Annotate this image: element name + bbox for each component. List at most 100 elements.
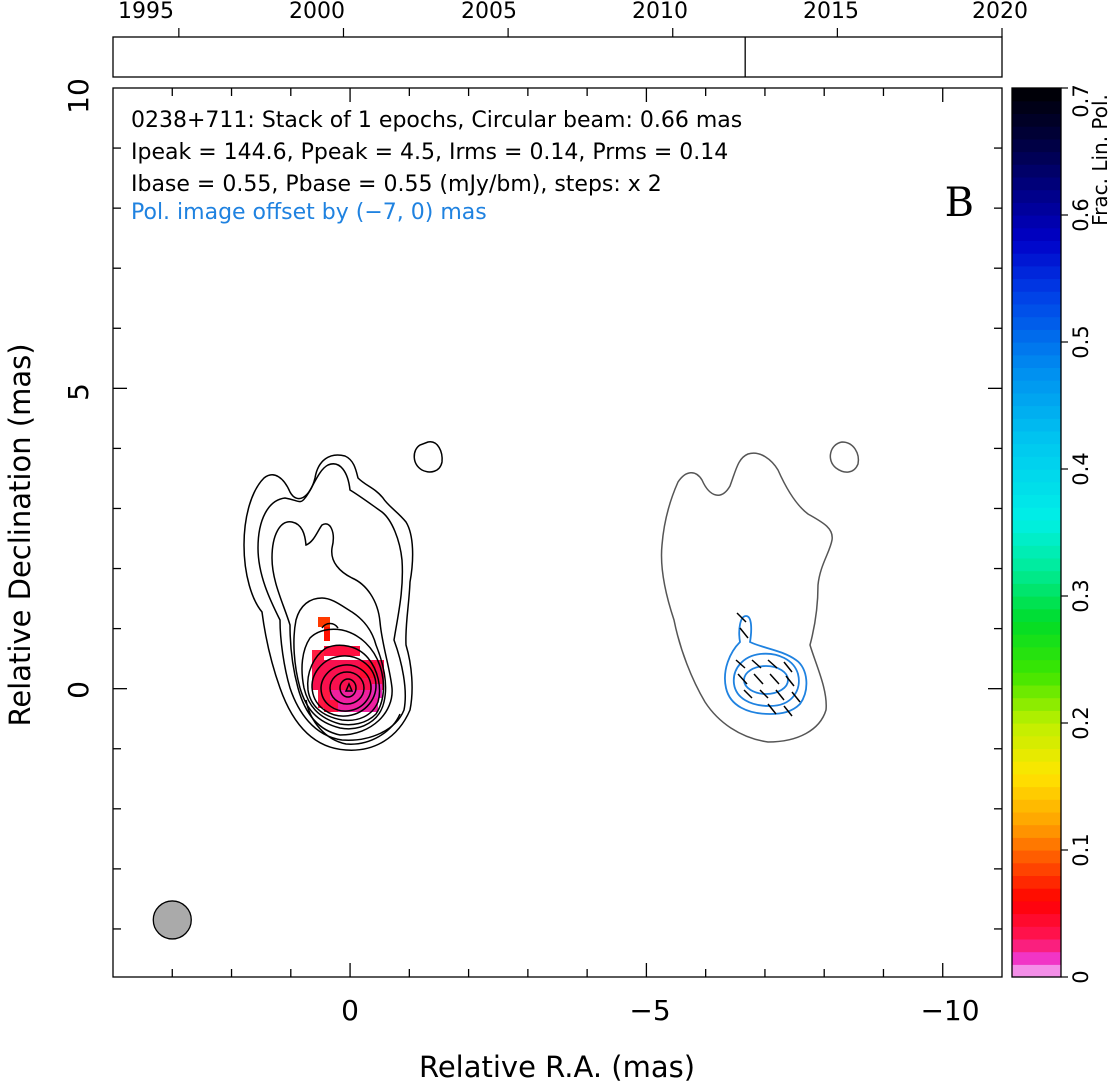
evpa-tick	[791, 691, 801, 703]
timeline: 1995 2000 2005 2010 2015 2020	[112, 0, 1028, 78]
colorbar-band	[1012, 570, 1061, 584]
colorbar-band	[1012, 469, 1061, 483]
colorbar-band	[1012, 964, 1061, 978]
colorbar-band	[1012, 862, 1061, 876]
i-contour-5	[301, 628, 385, 726]
panel-letter: B	[945, 180, 974, 226]
frac-pol-pixel	[360, 662, 376, 678]
colorbar-band	[1012, 164, 1061, 178]
colorbar-title: Frac. Lin. Pol.	[1088, 94, 1111, 226]
colorbar-band	[1012, 392, 1061, 407]
colorbar-band	[1012, 545, 1061, 559]
colorbar-label-0.5: 0.5	[1069, 325, 1093, 358]
colorbar-label-0: 0	[1069, 970, 1093, 983]
timeline-label-2015: 2015	[803, 0, 859, 24]
colorbar-band	[1012, 481, 1061, 495]
x-tick-label-minus5: −5	[629, 994, 670, 1027]
i-contour-3	[271, 521, 393, 736]
colorbar-band	[1012, 634, 1061, 648]
colorbar-band	[1012, 354, 1061, 368]
i-contour-lower-ext	[305, 699, 401, 745]
colorbar: 0 0.1 0.2 0.3 0.4 0.5 0.6 0.7 Frac. Lin.…	[1011, 84, 1111, 984]
frac-pol-pixel	[324, 646, 360, 656]
colorbar-band	[1012, 138, 1061, 153]
y-tick-label-5: 5	[62, 383, 95, 401]
colorbar-band	[1012, 748, 1061, 762]
colorbar-band	[1012, 824, 1061, 838]
evpa-tick	[783, 661, 793, 673]
evpa-tick	[735, 659, 746, 669]
colorbar-frame	[1011, 87, 1062, 978]
annotation-line-1: 0238+711: Stack of 1 epochs, Circular be…	[131, 108, 742, 133]
i-contour-8	[320, 664, 372, 712]
evpa-tick	[783, 705, 793, 717]
colorbar-band	[1012, 253, 1061, 267]
colorbar-band	[1012, 265, 1061, 280]
colorbar-band	[1012, 761, 1061, 775]
pol-i-contours	[660, 441, 860, 743]
pol-i-blob	[829, 441, 860, 473]
evpa-tick	[753, 673, 764, 685]
main-plot: 0238+711: Stack of 1 epochs, Circular be…	[112, 87, 1003, 978]
timeline-label-2020: 2020	[972, 0, 1028, 24]
colorbar-band	[1012, 215, 1061, 229]
colorbar-band	[1012, 837, 1061, 851]
y-axis-title: Relative Declination (mas)	[3, 343, 37, 726]
colorbar-band	[1012, 113, 1061, 127]
colorbar-band	[1012, 189, 1061, 203]
y-tick-label-0: 0	[62, 681, 95, 699]
colorbar-band	[1012, 659, 1061, 673]
colorbar-band	[1012, 900, 1061, 915]
annotation-line-4: Pol. image offset by (−7, 0) mas	[131, 200, 487, 225]
x-axis-title: Relative R.A. (mas)	[419, 1050, 695, 1084]
timeline-frame	[112, 36, 1003, 78]
evpa-tick	[775, 689, 785, 701]
timeline-label-2000: 2000	[289, 0, 345, 24]
colorbar-band	[1012, 329, 1061, 343]
frac-pol-pixel	[318, 617, 330, 627]
colorbar-band	[1012, 126, 1061, 140]
colorbar-band	[1012, 697, 1061, 711]
colorbar-band	[1012, 888, 1061, 902]
colorbar-band	[1012, 151, 1061, 165]
colorbar-band	[1012, 303, 1061, 318]
evpa-tick	[769, 673, 780, 685]
pol-i-outline	[660, 452, 833, 743]
stokes-i-contours	[243, 441, 443, 751]
y-tick-label-10: 10	[62, 78, 95, 114]
evpa-tick	[785, 675, 795, 687]
colorbar-band	[1012, 418, 1061, 432]
colorbar-band	[1012, 646, 1061, 661]
i-contour-10	[339, 678, 357, 698]
frac-pol-pixel	[372, 684, 382, 698]
colorbar-band	[1012, 342, 1061, 356]
i-contour-peak	[344, 682, 354, 692]
colorbar-band	[1012, 291, 1061, 305]
colorbar-band	[1012, 621, 1061, 635]
colorbar-band	[1012, 176, 1061, 191]
colorbar-band	[1012, 494, 1061, 508]
colorbar-band	[1012, 316, 1061, 330]
colorbar-band	[1012, 380, 1061, 394]
colorbar-band	[1012, 507, 1061, 521]
colorbar-band	[1012, 405, 1061, 419]
colorbar-band	[1012, 913, 1061, 927]
colorbar-bands	[1012, 88, 1061, 978]
colorbar-band	[1012, 608, 1061, 622]
i-blob	[413, 441, 443, 473]
colorbar-band	[1012, 773, 1061, 788]
evpa-tick	[737, 673, 748, 685]
x-tick-label-0: 0	[341, 994, 359, 1027]
colorbar-band	[1012, 723, 1061, 737]
i-contour-6	[306, 644, 381, 722]
colorbar-band	[1012, 672, 1061, 686]
pol-contour-2	[732, 652, 800, 707]
timeline-label-2005: 2005	[461, 0, 517, 24]
colorbar-band	[1012, 367, 1061, 381]
colorbar-band	[1012, 430, 1061, 445]
colorbar-band	[1012, 786, 1061, 800]
colorbar-band	[1012, 596, 1061, 610]
timeline-label-2010: 2010	[632, 0, 688, 24]
colorbar-band	[1012, 443, 1061, 457]
